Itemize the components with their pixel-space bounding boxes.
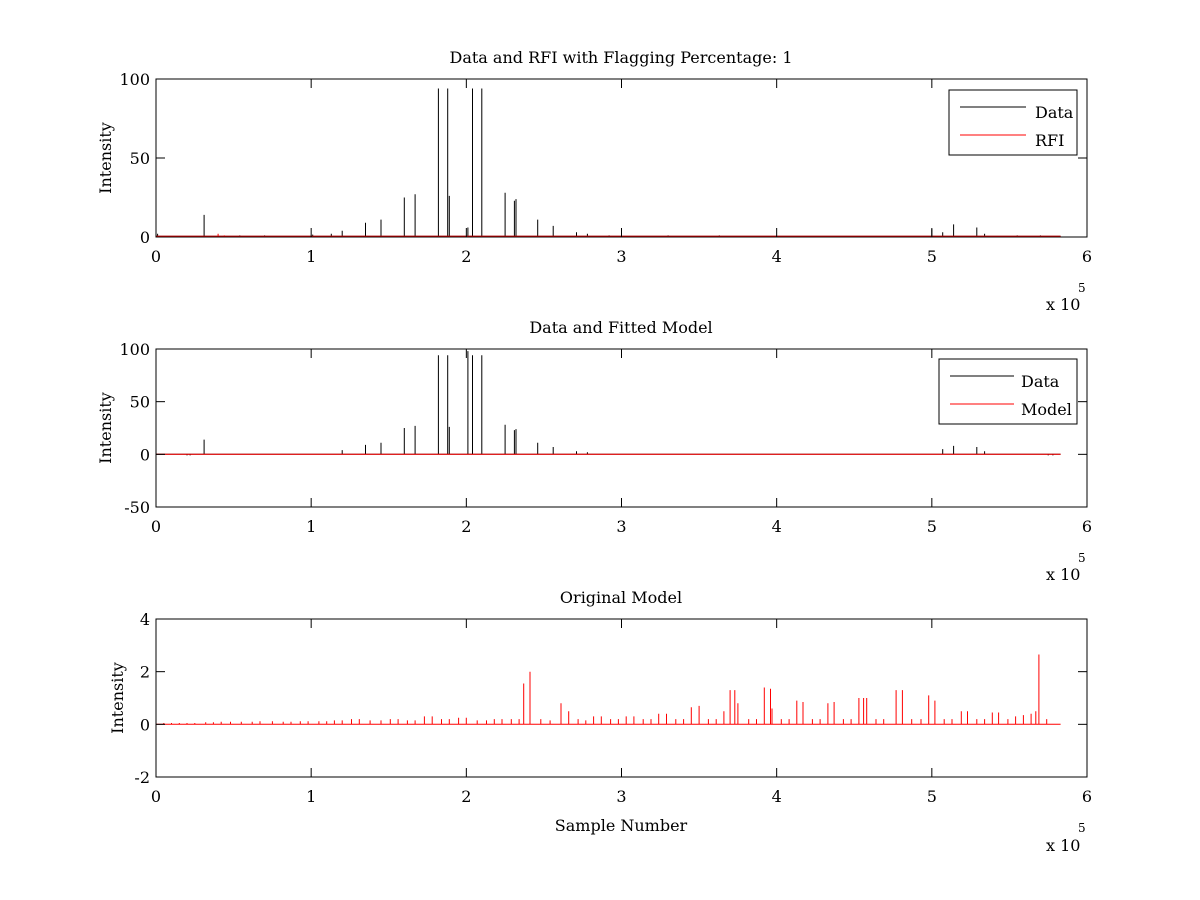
legend: Data Model	[938, 358, 1078, 425]
subplot-title: Data and Fitted Model	[529, 318, 712, 337]
x-tick-label: 6	[1082, 517, 1092, 536]
subplot-original-model: Original Model Intensity Sample Number -…	[108, 588, 1092, 855]
x-tick-label: 3	[616, 787, 626, 806]
x-tick-label: 1	[306, 787, 316, 806]
x-tick-label: 1	[306, 247, 316, 266]
x-tick-label: 5	[927, 247, 937, 266]
y-ticks: -50 0 50 100	[119, 340, 1087, 517]
x-tick-label: 2	[461, 247, 471, 266]
legend-label-data: Data	[1021, 372, 1060, 391]
x-tick-label: 4	[772, 787, 782, 806]
y-tick-label: 2	[140, 663, 150, 682]
y-axis-label: Intensity	[96, 122, 115, 194]
y-ticks: -2 0 2 4	[134, 610, 1087, 787]
x-tick-label: 2	[461, 787, 471, 806]
x-exponent-power: 5	[1078, 821, 1086, 835]
legend-box	[938, 358, 1078, 425]
x-tick-label: 0	[151, 517, 161, 536]
x-ticks: 0 1 2 3 4 5 6	[151, 79, 1092, 266]
x-tick-label: 4	[772, 247, 782, 266]
series-line-data	[156, 88, 1061, 237]
x-axis-label: Sample Number	[555, 816, 688, 835]
x-tick-label: 5	[927, 787, 937, 806]
y-tick-label: 100	[119, 70, 150, 89]
y-axis-label: Intensity	[108, 662, 127, 734]
x-tick-label: 4	[772, 517, 782, 536]
x-exponent-label: x 10	[1046, 295, 1080, 314]
subplot-data-and-fitted-model: Data and Fitted Model Intensity -5005010…	[96, 318, 1092, 584]
y-tick-label: 0	[140, 445, 150, 464]
legend-box	[948, 89, 1078, 156]
y-tick-label: 0	[140, 228, 150, 247]
legend-label-rfi: RFI	[1035, 131, 1064, 150]
x-tick-label: 0	[151, 787, 161, 806]
series-line-rfi	[156, 233, 1061, 237]
x-tick-label: 2	[461, 517, 471, 536]
x-tick-label: 3	[616, 517, 626, 536]
y-tick-label: 50	[130, 393, 150, 412]
legend-label-model: Model	[1021, 400, 1072, 419]
x-tick-label: 5	[927, 517, 937, 536]
x-exponent-label: x 10	[1046, 565, 1080, 584]
subplot-data-and-rfi: Data and RFI with Flagging Percentage: 1…	[96, 48, 1092, 314]
x-tick-label: 1	[306, 517, 316, 536]
y-tick-label: 50	[130, 149, 150, 168]
y-tick-label: 0	[140, 715, 150, 734]
y-ticks: 0 50 100	[119, 70, 1087, 247]
x-tick-label: 6	[1082, 787, 1092, 806]
y-axis-label: Intensity	[96, 392, 115, 464]
y-tick-label: 4	[140, 610, 150, 629]
legend: Data RFI	[948, 89, 1078, 156]
x-exponent-label: x 10	[1046, 836, 1080, 855]
x-tick-label: 0	[151, 247, 161, 266]
legend-label-data: Data	[1035, 103, 1074, 122]
x-tick-label: 3	[616, 247, 626, 266]
series-line-model-0	[156, 654, 1061, 725]
x-ticks: 0 1 2 3 4 5 6	[151, 349, 1092, 536]
subplot-title: Original Model	[560, 588, 682, 607]
x-exponent-power: 5	[1078, 281, 1086, 295]
series-line-data	[156, 351, 1061, 456]
subplot-title: Data and RFI with Flagging Percentage: 1	[449, 48, 792, 67]
y-tick-label: -2	[134, 768, 150, 787]
y-tick-label: 100	[119, 340, 150, 359]
y-tick-label: -50	[124, 498, 150, 517]
x-tick-label: 6	[1082, 247, 1092, 266]
x-ticks: 0 1 2 3 4 5 6	[151, 619, 1092, 806]
x-exponent-power: 5	[1078, 551, 1086, 565]
